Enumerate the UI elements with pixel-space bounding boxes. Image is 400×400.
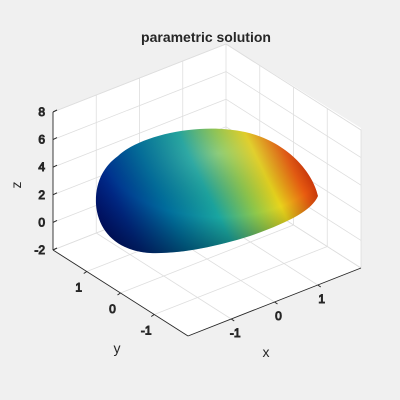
- z-tick-mark: [52, 219, 58, 223]
- z-tick-label: -2: [34, 243, 45, 257]
- x-tick-label: 0: [275, 309, 282, 323]
- x-tick-mark: [274, 301, 278, 305]
- z-tick-mark: [52, 109, 58, 113]
- grid-line-y: [120, 224, 294, 294]
- y-tick-mark: [83, 271, 88, 274]
- y-axis-label: y: [114, 340, 121, 356]
- y-tick-label: 1: [75, 281, 82, 295]
- surface: [95, 128, 318, 254]
- z-tick-mark: [52, 247, 58, 251]
- x-tick-label: -1: [230, 326, 241, 340]
- chart-title: parametric solution: [141, 29, 271, 45]
- x-tick-mark: [230, 318, 235, 322]
- y-tick-label: -1: [141, 324, 152, 338]
- z-tick-mark: [52, 164, 58, 168]
- x-tick-label: 1: [318, 292, 325, 306]
- z-axis-label: z: [8, 182, 24, 189]
- y-tick-label: 0: [109, 302, 116, 316]
- z-tick-label: 0: [38, 215, 45, 229]
- z-tick-label: 2: [38, 188, 45, 202]
- z-tick-mark: [52, 137, 58, 141]
- box-edge: [52, 43, 227, 113]
- z-tick-label: 8: [38, 105, 45, 119]
- z-tick-label: 6: [38, 133, 45, 147]
- y-tick-mark: [117, 292, 121, 296]
- z-tick-mark: [52, 192, 58, 196]
- x-axis-label: x: [263, 344, 270, 360]
- z-tick-label: 4: [38, 160, 45, 174]
- grid-line-y: [154, 246, 328, 315]
- box-edge: [225, 43, 362, 131]
- y-tick-mark: [150, 314, 155, 317]
- surface-shading: [95, 128, 318, 254]
- x-tick-mark: [317, 284, 322, 288]
- ticks: -1 0 1 -1 0 1 -2 0 2 4 6 8: [34, 105, 326, 341]
